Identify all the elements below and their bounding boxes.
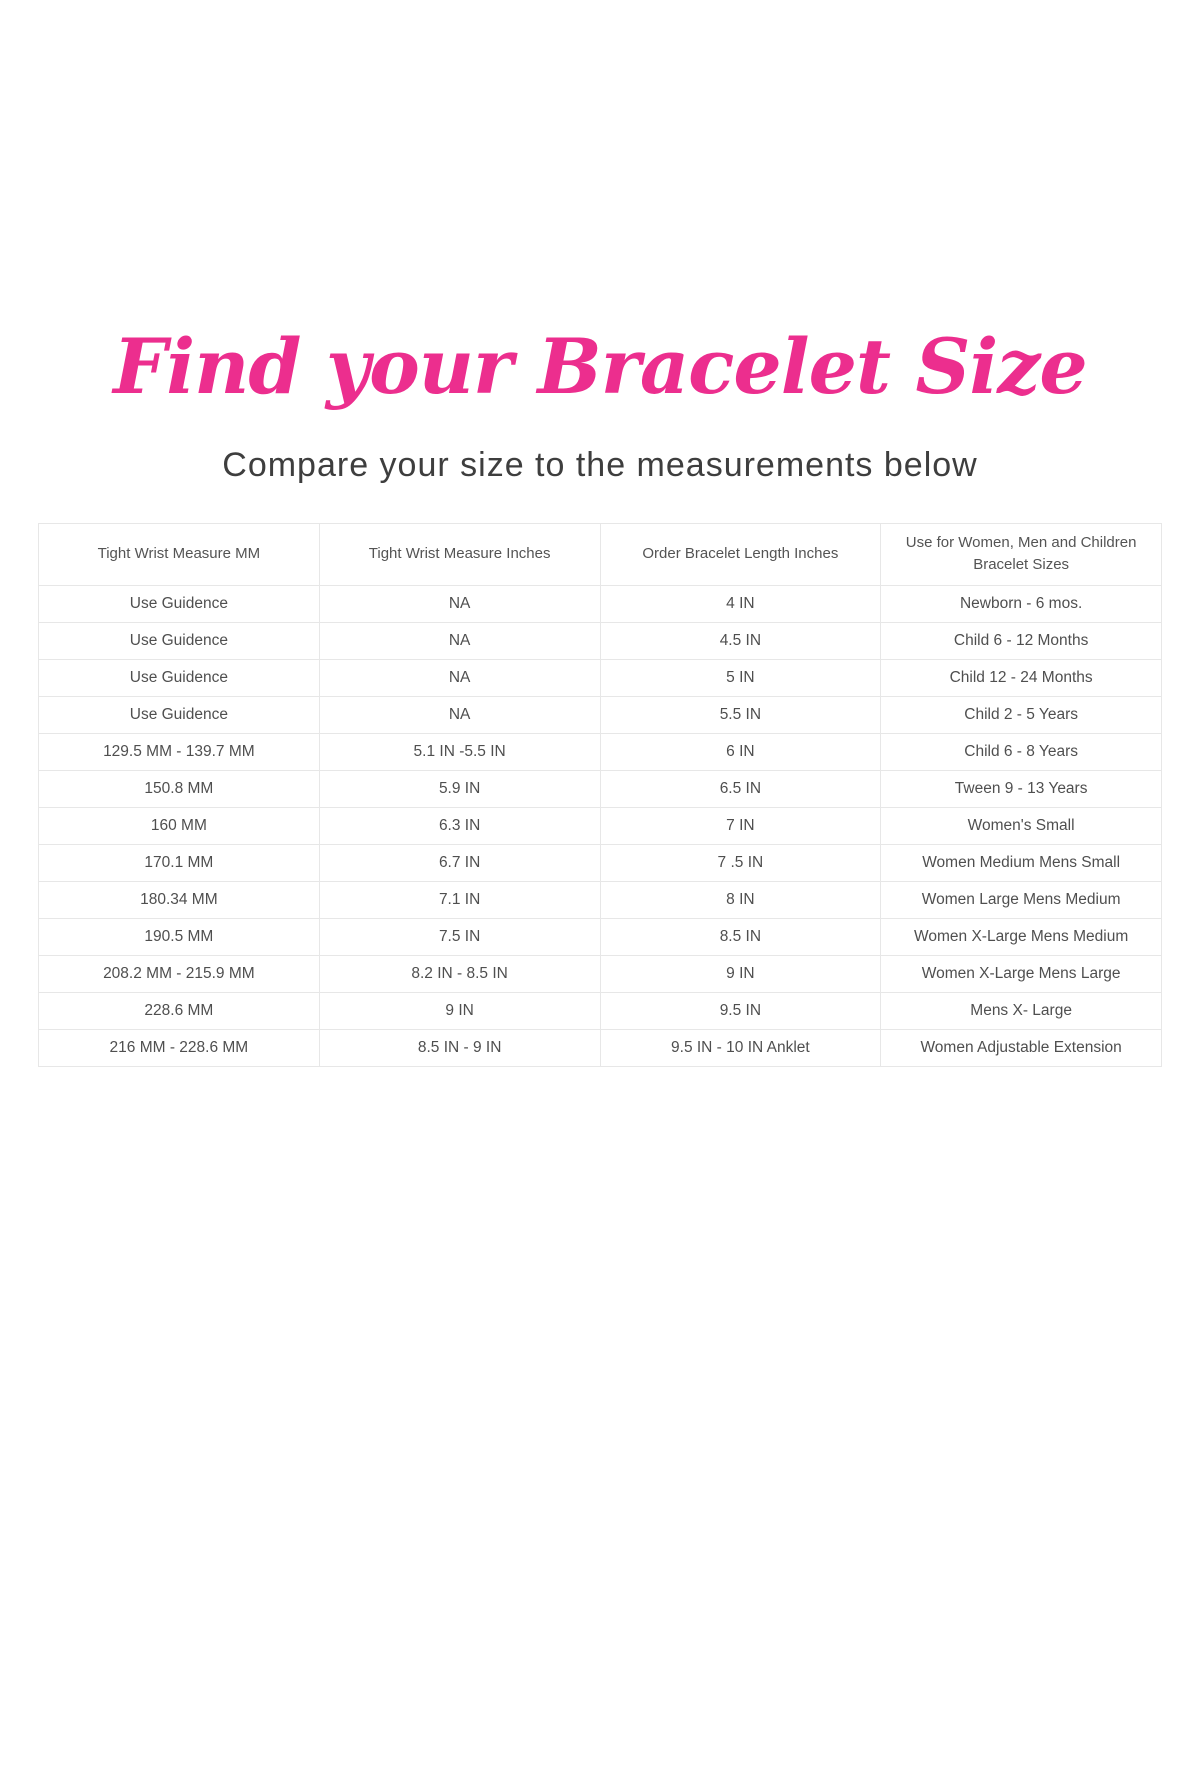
- table-cell: Use Guidence: [38, 621, 320, 660]
- table-cell: 9.5 IN - 10 IN Anklet: [599, 1028, 882, 1067]
- table-row: 160 MM 6.3 IN 7 IN Women's Small: [38, 806, 1162, 845]
- bracelet-size-table: Tight Wrist Measure MM Tight Wrist Measur…: [38, 522, 1162, 1067]
- table-cell: Mens X- Large: [880, 991, 1162, 1030]
- table-cell: Use Guidence: [38, 658, 320, 697]
- table-header-row: Tight Wrist Measure MM Tight Wrist Measur…: [38, 522, 1162, 586]
- table-row: 228.6 MM 9 IN 9.5 IN Mens X- Large: [38, 991, 1162, 1030]
- table-cell: Child 6 - 12 Months: [880, 621, 1162, 660]
- table-cell: 208.2 MM - 215.9 MM: [38, 954, 320, 993]
- table-cell: 5.9 IN: [318, 769, 601, 808]
- page-title: Find your Bracelet Size: [113, 322, 1088, 411]
- page-subtitle: Compare your size to the measurements be…: [222, 445, 978, 484]
- column-header: Use for Women, Men and Children Bracelet…: [880, 522, 1162, 586]
- table-row: Use Guidence NA 4 IN Newborn - 6 mos.: [38, 584, 1162, 623]
- table-cell: Child 2 - 5 Years: [880, 695, 1162, 734]
- table-cell: 216 MM - 228.6 MM: [38, 1028, 320, 1067]
- table-cell: 9 IN: [599, 954, 882, 993]
- table-cell: 4.5 IN: [599, 621, 882, 660]
- column-header: Order Bracelet Length Inches: [599, 522, 882, 586]
- table-cell: Women Adjustable Extension: [880, 1028, 1162, 1067]
- table-cell: 5.1 IN -5.5 IN: [318, 732, 601, 771]
- table-cell: Use Guidence: [38, 584, 320, 623]
- table-cell: Women Medium Mens Small: [880, 843, 1162, 882]
- table-cell: 6 IN: [599, 732, 882, 771]
- table-cell: 8.5 IN - 9 IN: [318, 1028, 601, 1067]
- table-cell: 7.5 IN: [318, 917, 601, 956]
- table-cell: 6.5 IN: [599, 769, 882, 808]
- table-cell: 6.3 IN: [318, 806, 601, 845]
- table-cell: Child 6 - 8 Years: [880, 732, 1162, 771]
- table-row: 208.2 MM - 215.9 MM 8.2 IN - 8.5 IN 9 IN Wo…: [38, 954, 1162, 993]
- table-row: Use Guidence NA 5.5 IN Child 2 - 5 Years: [38, 695, 1162, 734]
- table-cell: 190.5 MM: [38, 917, 320, 956]
- table-cell: 170.1 MM: [38, 843, 320, 882]
- table-cell: 4 IN: [599, 584, 882, 623]
- table-row: 170.1 MM 6.7 IN 7 .5 IN Women Medium Mens S…: [38, 843, 1162, 882]
- table-cell: 6.7 IN: [318, 843, 601, 882]
- table-cell: 5.5 IN: [599, 695, 882, 734]
- table-cell: 9 IN: [318, 991, 601, 1030]
- table-cell: Tween 9 - 13 Years: [880, 769, 1162, 808]
- table-cell: 8.2 IN - 8.5 IN: [318, 954, 601, 993]
- table-row: 129.5 MM - 139.7 MM 5.1 IN -5.5 IN 6 IN Chi…: [38, 732, 1162, 771]
- table-cell: 228.6 MM: [38, 991, 320, 1030]
- table-row: Use Guidence NA 4.5 IN Child 6 - 12 Months: [38, 621, 1162, 660]
- table-cell: 5 IN: [599, 658, 882, 697]
- table-body: Use Guidence NA 4 IN Newborn - 6 mos. Use Gu…: [38, 584, 1162, 1067]
- table-cell: Women Large Mens Medium: [880, 880, 1162, 919]
- table-cell: NA: [318, 621, 601, 660]
- table-row: 216 MM - 228.6 MM 8.5 IN - 9 IN 9.5 IN - 1…: [38, 1028, 1162, 1067]
- table-cell: 7.1 IN: [318, 880, 601, 919]
- table-cell: Women X-Large Mens Medium: [880, 917, 1162, 956]
- table-cell: Women's Small: [880, 806, 1162, 845]
- table-cell: 180.34 MM: [38, 880, 320, 919]
- table-cell: NA: [318, 658, 601, 697]
- table-cell: 129.5 MM - 139.7 MM: [38, 732, 320, 771]
- table-cell: NA: [318, 584, 601, 623]
- table-cell: 150.8 MM: [38, 769, 320, 808]
- table-cell: 7 .5 IN: [599, 843, 882, 882]
- table-row: 190.5 MM 7.5 IN 8.5 IN Women X-Large Mens M…: [38, 917, 1162, 956]
- table-cell: Women X-Large Mens Large: [880, 954, 1162, 993]
- table-cell: Child 12 - 24 Months: [880, 658, 1162, 697]
- table-cell: 9.5 IN: [599, 991, 882, 1030]
- table-row: 180.34 MM 7.1 IN 8 IN Women Large Mens Medi…: [38, 880, 1162, 919]
- table-cell: Newborn - 6 mos.: [880, 584, 1162, 623]
- table-row: 150.8 MM 5.9 IN 6.5 IN Tween 9 - 13 Years: [38, 769, 1162, 808]
- table-cell: 8 IN: [599, 880, 882, 919]
- bracelet-size-guide-page: Find your Bracelet Size Compare your siz…: [0, 318, 1200, 1784]
- column-header: Tight Wrist Measure MM: [38, 522, 320, 586]
- table-cell: Use Guidence: [38, 695, 320, 734]
- table-cell: 160 MM: [38, 806, 320, 845]
- table-head: Tight Wrist Measure MM Tight Wrist Measur…: [38, 522, 1162, 586]
- table-cell: 7 IN: [599, 806, 882, 845]
- column-header: Tight Wrist Measure Inches: [318, 522, 601, 586]
- table-row: Use Guidence NA 5 IN Child 12 - 24 Months: [38, 658, 1162, 697]
- table-cell: NA: [318, 695, 601, 734]
- table-cell: 8.5 IN: [599, 917, 882, 956]
